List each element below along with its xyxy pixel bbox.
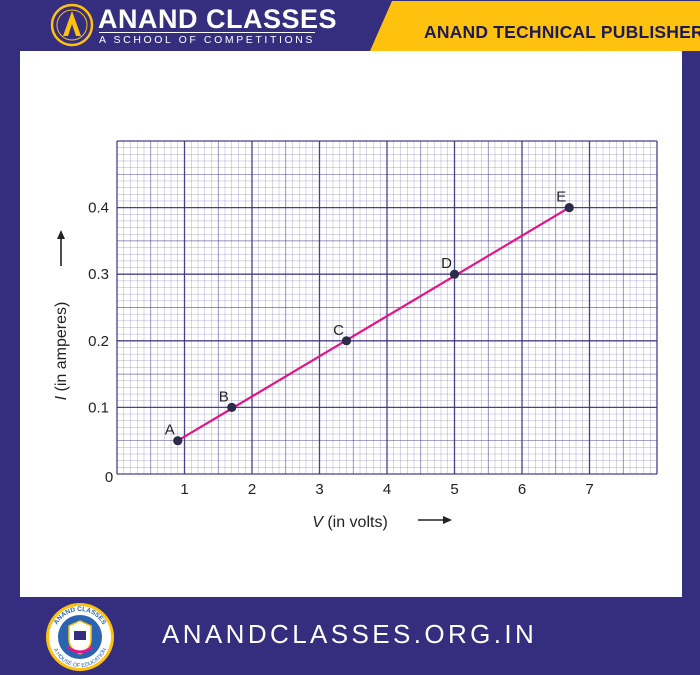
x-tick-label: 7 [585,481,593,498]
x-tick-label: 2 [248,481,256,498]
x-tick-label: 1 [180,481,188,498]
x-tick-label: 4 [383,481,391,498]
data-point-label: C [333,322,344,339]
x-axis-label: V (in volts) [312,514,388,531]
footer-website-url[interactable]: ANANDCLASSES.ORG.IN [162,619,538,649]
data-point-e [564,203,574,213]
y-axis-symbol: I [53,395,70,400]
y-tick-label: 0.2 [88,333,109,350]
series-line [177,206,570,442]
publisher-name: ANAND TECHNICAL PUBLISHERS [424,22,700,42]
y-tick-label: 0.1 [88,399,109,416]
y-tick-label: 0.3 [88,266,109,283]
data-point-a [173,436,183,446]
data-point-label: B [219,388,229,405]
x-axis-unit: (in volts) [323,514,388,531]
y-axis-label: I (in amperes) [53,302,70,401]
x-axis-arrow-icon [418,516,452,524]
brand-subtitle: A SCHOOL OF COMPETITIONS [99,32,316,46]
header-publisher-band [370,1,700,51]
anand-classes-seal-icon: ANAND CLASSES A HOUSE OF EDUCATION [46,603,114,671]
x-tick-label: 5 [450,481,458,498]
data-point-c [341,336,352,346]
content-panel: 1 2 3 4 5 6 7 0.1 0.2 0.3 0.4 0 A B C D E V (in volts)… [20,51,682,597]
data-point-label: A [165,422,175,439]
data-point-b [227,402,237,412]
data-point-label: D [441,255,452,272]
header-bar: ANAND CLASSES A SCHOOL OF COMPETITIONS A… [0,0,700,51]
footer-bar: ANAND CLASSES A HOUSE OF EDUCATION ANAND… [0,597,700,675]
major-grid [116,140,658,475]
y-tick-label: 0.4 [88,200,109,217]
data-points: A B C D E [165,189,574,446]
origin-label: 0 [105,469,113,486]
x-axis-symbol: V [312,514,324,531]
y-axis-unit: (in amperes) [53,302,70,396]
vi-line-chart: 1 2 3 4 5 6 7 0.1 0.2 0.3 0.4 0 A B C D E V (in volts)… [53,140,658,531]
y-axis-arrow-icon [57,230,65,266]
brand-title: ANAND CLASSES [98,4,338,34]
data-point-d [449,269,460,279]
anand-classes-logo-icon [50,3,94,47]
x-tick-label: 3 [315,481,323,498]
axis-tick-labels: 1 2 3 4 5 6 7 0.1 0.2 0.3 0.4 [88,200,594,498]
x-tick-label: 6 [518,481,526,498]
data-point-label: E [556,189,566,206]
